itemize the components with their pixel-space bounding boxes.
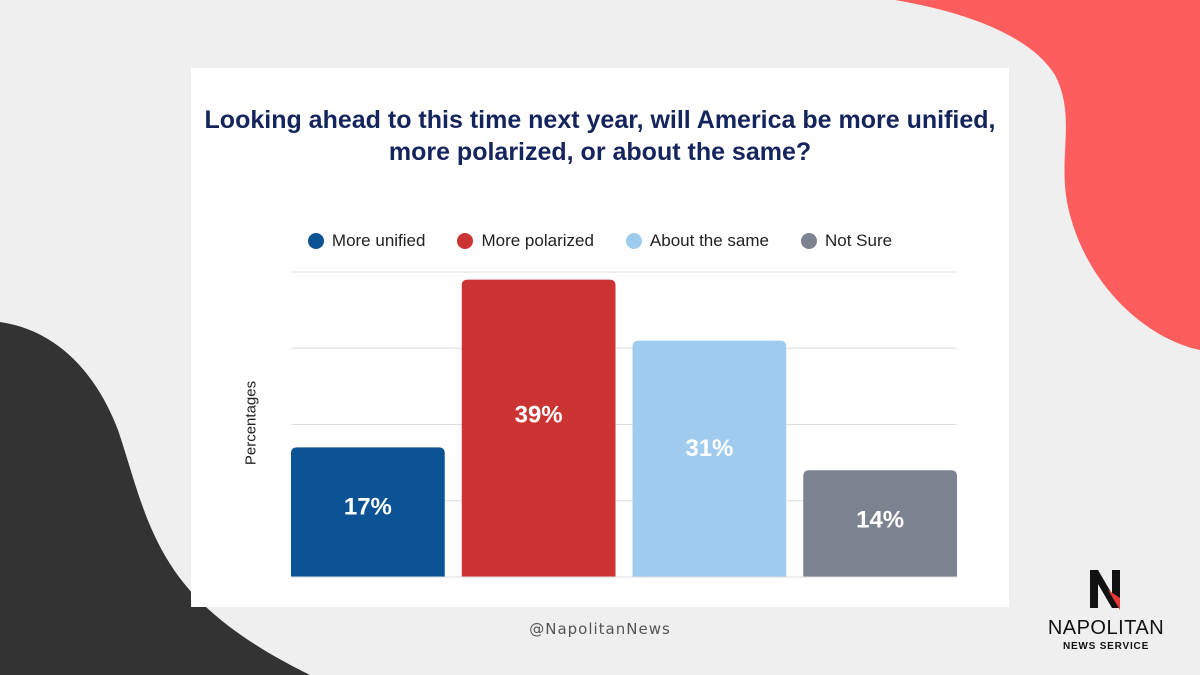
napolitan-logo: NAPOLITAN NEWS SERVICE: [1040, 568, 1172, 652]
legend-item-more-polarized: More polarized: [457, 230, 594, 252]
bar-more-unified: [291, 447, 445, 577]
chart-legend: More unified More polarized About the sa…: [191, 230, 1009, 252]
bar-plot-area: 17% 39% 31% 14%: [291, 271, 957, 578]
legend-item-not-sure: Not Sure: [801, 230, 892, 252]
dark-blob-shape: [0, 322, 310, 675]
legend-label: More polarized: [481, 231, 594, 250]
bar-value-label: 14%: [856, 506, 904, 533]
legend-label: Not Sure: [825, 231, 893, 250]
red-blob-shape: [895, 0, 1200, 350]
chart-card: Looking ahead to this time next year, wi…: [191, 68, 1009, 607]
legend-label: About the same: [649, 231, 769, 250]
bar-value-label: 39%: [515, 401, 563, 428]
legend-label: More unified: [331, 231, 426, 250]
chart-title: Looking ahead to this time next year, wi…: [204, 106, 996, 166]
legend-swatch: [457, 233, 474, 249]
logo-name: NAPOLITAN: [1047, 617, 1165, 639]
bar-about-the-same: [632, 340, 787, 577]
legend-swatch: [307, 233, 324, 249]
bar-value-label: 17%: [344, 494, 392, 521]
napolitan-n-icon: [1090, 570, 1120, 610]
legend-swatch: [625, 233, 642, 249]
legend-swatch: [801, 233, 817, 249]
legend-item-about-the-same: About the same: [625, 230, 769, 252]
logo-subtitle: NEWS SERVICE: [1062, 641, 1150, 652]
bar-value-label: 31%: [685, 435, 733, 462]
bar-not-sure: [803, 470, 957, 577]
social-handle: @NapolitanNews: [529, 620, 671, 638]
bar-more-polarized: [461, 279, 616, 577]
legend-item-more-unified: More unified: [307, 230, 426, 252]
